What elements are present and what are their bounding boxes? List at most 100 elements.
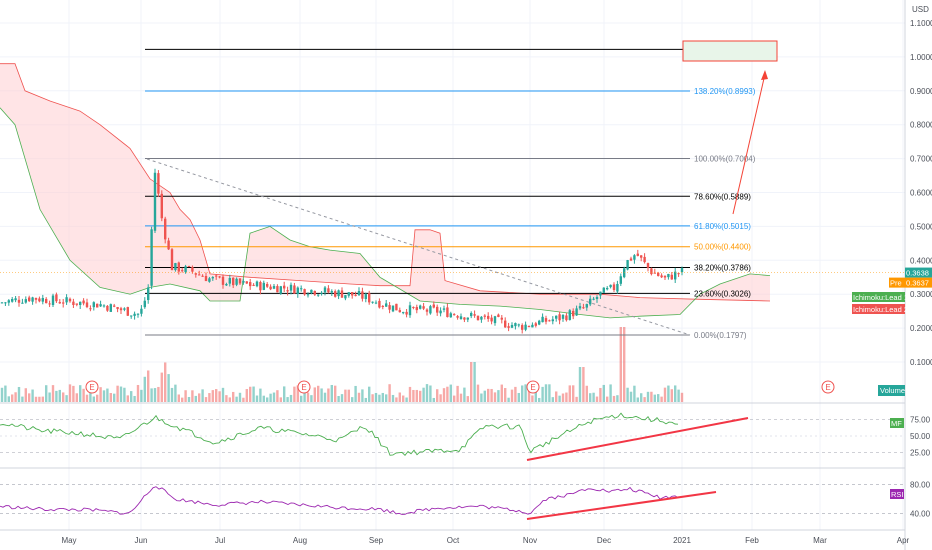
candle-body [119,308,123,311]
candle-body [493,316,497,324]
candle-body [85,302,89,308]
volume-bar [521,385,524,402]
fib-level-label: 100.00%(0.7004) [694,154,756,163]
volume-bar [368,386,371,402]
rsi-trend-line [526,491,717,520]
candle-body [653,272,656,274]
lead1-badge-label: Ichimoku:Lead 1 [853,293,908,302]
volume-bar [524,384,527,402]
volume-bar [561,393,565,402]
candle-body [347,292,350,296]
currency-label: USD [912,5,929,14]
volume-bar [616,395,619,402]
candle-body [167,240,170,250]
lead1-badge [852,292,905,302]
volume-bar [317,385,320,402]
rsi-panel: 80.00 40.00 RSI [0,481,931,520]
candle-body [259,282,262,291]
candle-body [17,299,21,303]
candle-body [578,306,582,309]
volume-badge-label: Volume [880,386,905,395]
volume-bar [313,387,316,402]
candle-body [79,301,82,305]
volume-bar [653,394,656,402]
fib-level-label: 138.20%(0.8993) [694,87,756,96]
candle-body [470,312,473,317]
candle-body [34,297,38,300]
volume-bar [38,396,41,402]
candle-body [82,300,85,304]
mf-tick-label: 25.00 [910,449,931,458]
candle-body [357,291,361,296]
fibonacci-levels: 161.80%(1.0222)138.20%(0.8993)100.00%(0.… [145,45,756,340]
candle-body [327,288,330,293]
target-arrow [732,73,766,215]
candle-body [463,317,466,320]
mf-tick-label: 75.00 [910,415,931,424]
candle-body [28,297,31,302]
time-tick-label: Feb [745,536,759,545]
volume-bars [0,327,684,402]
candle-body [21,302,24,304]
candle-body [381,305,384,307]
ichimoku-cloud [0,63,771,319]
volume-bar [456,385,459,402]
candle-body [306,294,310,296]
candle-body [626,260,629,270]
volume-bar [422,387,425,402]
candle-body [436,306,439,313]
candle-body [585,304,588,308]
candle-body [449,313,452,318]
candle-body [7,300,10,303]
volume-bar [582,367,585,402]
earnings-marker-label: E [530,383,535,392]
time-tick-label: Jul [215,536,225,545]
volume-badge [878,385,905,396]
volume-bar [21,396,24,402]
volume-bar [160,372,163,402]
trend-line [146,158,691,336]
volume-bar [364,397,367,402]
volume-bar [633,385,636,402]
volume-bar [568,385,571,402]
volume-bar [133,395,136,402]
volume-bar [293,386,296,402]
candle-body [41,297,44,302]
candle-body [398,310,401,313]
volume-bar [58,389,61,402]
candle-body [4,302,7,304]
volume-bar [565,392,568,402]
candle-body [371,301,374,303]
candle-body [283,285,286,289]
candle-body [415,307,418,311]
volume-bar [272,392,276,402]
candle-body [636,253,639,256]
volume-bar [419,390,422,402]
volume-bar [41,396,44,402]
volume-bar [119,386,123,402]
candle-body [45,298,48,304]
candle-body [616,283,619,292]
candle-body [619,276,622,284]
mf-badge-label: MF [891,419,902,428]
candle-body [374,302,378,304]
volume-bar [126,395,129,402]
candle-body [164,218,167,240]
volume-bar [453,395,456,402]
volume-bar [204,397,208,402]
volume-bar [612,395,616,402]
volume-bar [4,385,7,402]
candle-body [442,308,446,310]
volume-bar [476,384,480,402]
time-tick-label: Sep [369,536,384,545]
candle-body [191,267,194,272]
volume-bar [211,390,214,402]
candle-body [612,284,616,291]
candle-body [0,302,4,304]
candle-body [558,314,561,321]
